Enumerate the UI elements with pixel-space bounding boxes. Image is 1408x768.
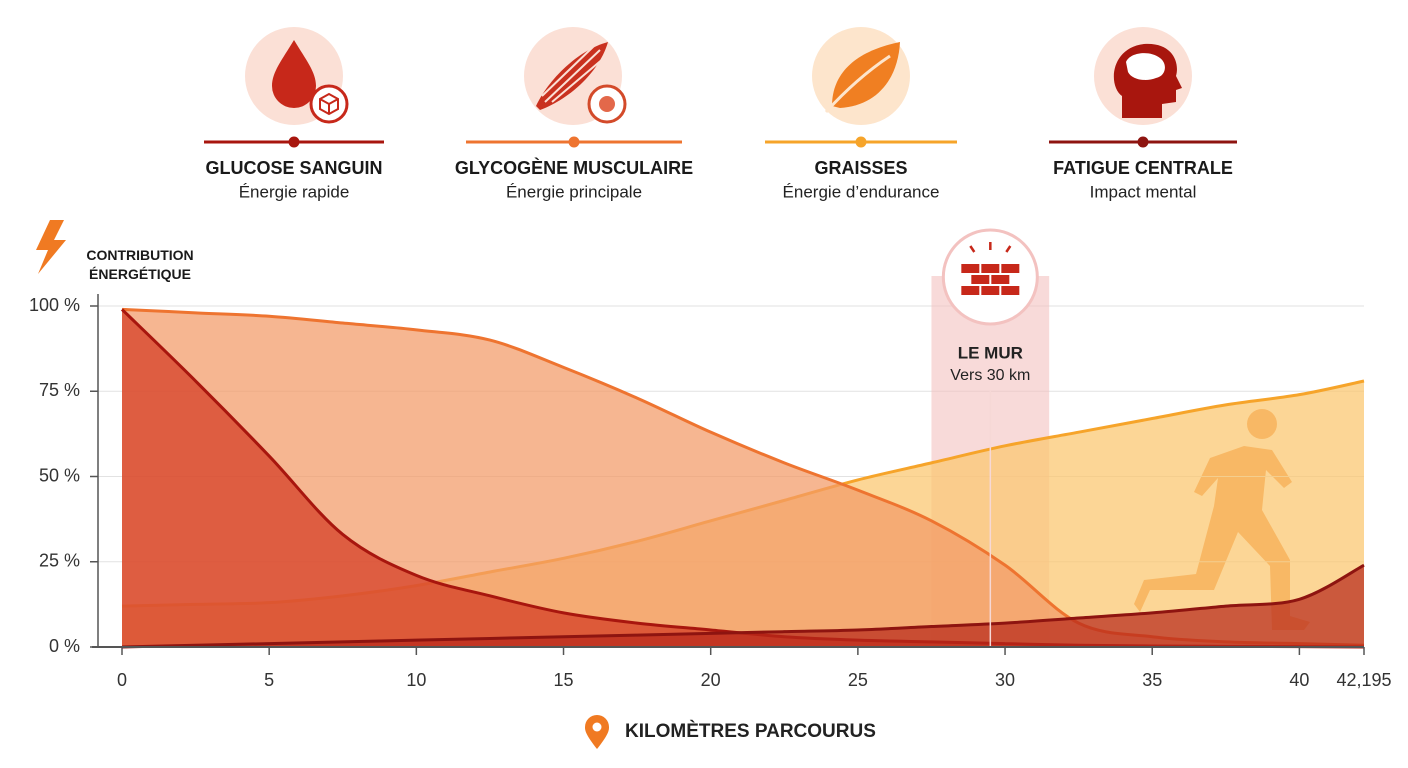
brick xyxy=(1001,286,1020,295)
pin-icon xyxy=(585,715,609,749)
legend-name: FATIGUE CENTRALE xyxy=(1053,158,1233,178)
wall-subtitle: Vers 30 km xyxy=(950,367,1030,384)
area-fill xyxy=(122,309,1364,647)
x-tick-label: 0 xyxy=(117,670,127,690)
legend-name: GLUCOSE SANGUIN xyxy=(205,158,382,178)
brick xyxy=(981,286,1000,295)
y-tick-label: 0 % xyxy=(49,636,80,656)
brick xyxy=(961,264,980,273)
y-tick-label: 50 % xyxy=(39,465,80,485)
x-tick-label: 10 xyxy=(406,670,426,690)
icon-brain xyxy=(1094,27,1192,125)
y-tick-label: 100 % xyxy=(29,295,80,315)
x-tick-label: 30 xyxy=(995,670,1015,690)
wall-spark xyxy=(969,242,1012,253)
x-tick-label: 25 xyxy=(848,670,868,690)
energy-icon xyxy=(36,220,66,274)
x-tick-label: 35 xyxy=(1142,670,1162,690)
y-tick-label: 75 % xyxy=(39,380,80,400)
x-tick-label: 40 xyxy=(1289,670,1309,690)
legend-description: Énergie rapide xyxy=(239,182,350,201)
x-axis-label: KILOMÈTRES PARCOURUS xyxy=(625,720,876,742)
pin-dot xyxy=(592,722,602,732)
legend-dot xyxy=(1137,136,1149,148)
legend-dot xyxy=(855,136,867,148)
legend-name: GLYCOGÈNE MUSCULAIRE xyxy=(455,157,693,178)
brick xyxy=(991,275,1010,284)
legend-dot xyxy=(568,136,580,148)
legend-description: Impact mental xyxy=(1090,182,1197,201)
y-axis-label: CONTRIBUTION ÉNERGÉTIQUE xyxy=(86,247,194,282)
brick xyxy=(981,264,1000,273)
legend-description: Énergie principale xyxy=(506,182,642,201)
icon-glycogen xyxy=(524,27,627,125)
series-line xyxy=(121,563,1365,649)
wall-icon xyxy=(961,264,1020,295)
area-fill xyxy=(122,309,1364,647)
brick xyxy=(971,275,990,284)
y-tick-label: 25 % xyxy=(39,551,80,571)
legend-name: GRAISSES xyxy=(814,158,907,178)
x-tick-label: 42,195 xyxy=(1336,670,1391,690)
wall-title: LE MUR xyxy=(958,343,1023,362)
legend-description: Énergie d’endurance xyxy=(783,182,940,201)
legend-dot xyxy=(288,136,300,148)
brick xyxy=(961,286,980,295)
icon-glucose xyxy=(245,27,349,125)
x-tick-label: 5 xyxy=(264,670,274,690)
brick xyxy=(1001,264,1020,273)
area-fill xyxy=(122,565,1364,647)
icon-fat xyxy=(812,27,910,125)
x-tick-label: 20 xyxy=(701,670,721,690)
wall-circle xyxy=(941,228,1039,326)
x-tick-label: 15 xyxy=(554,670,574,690)
